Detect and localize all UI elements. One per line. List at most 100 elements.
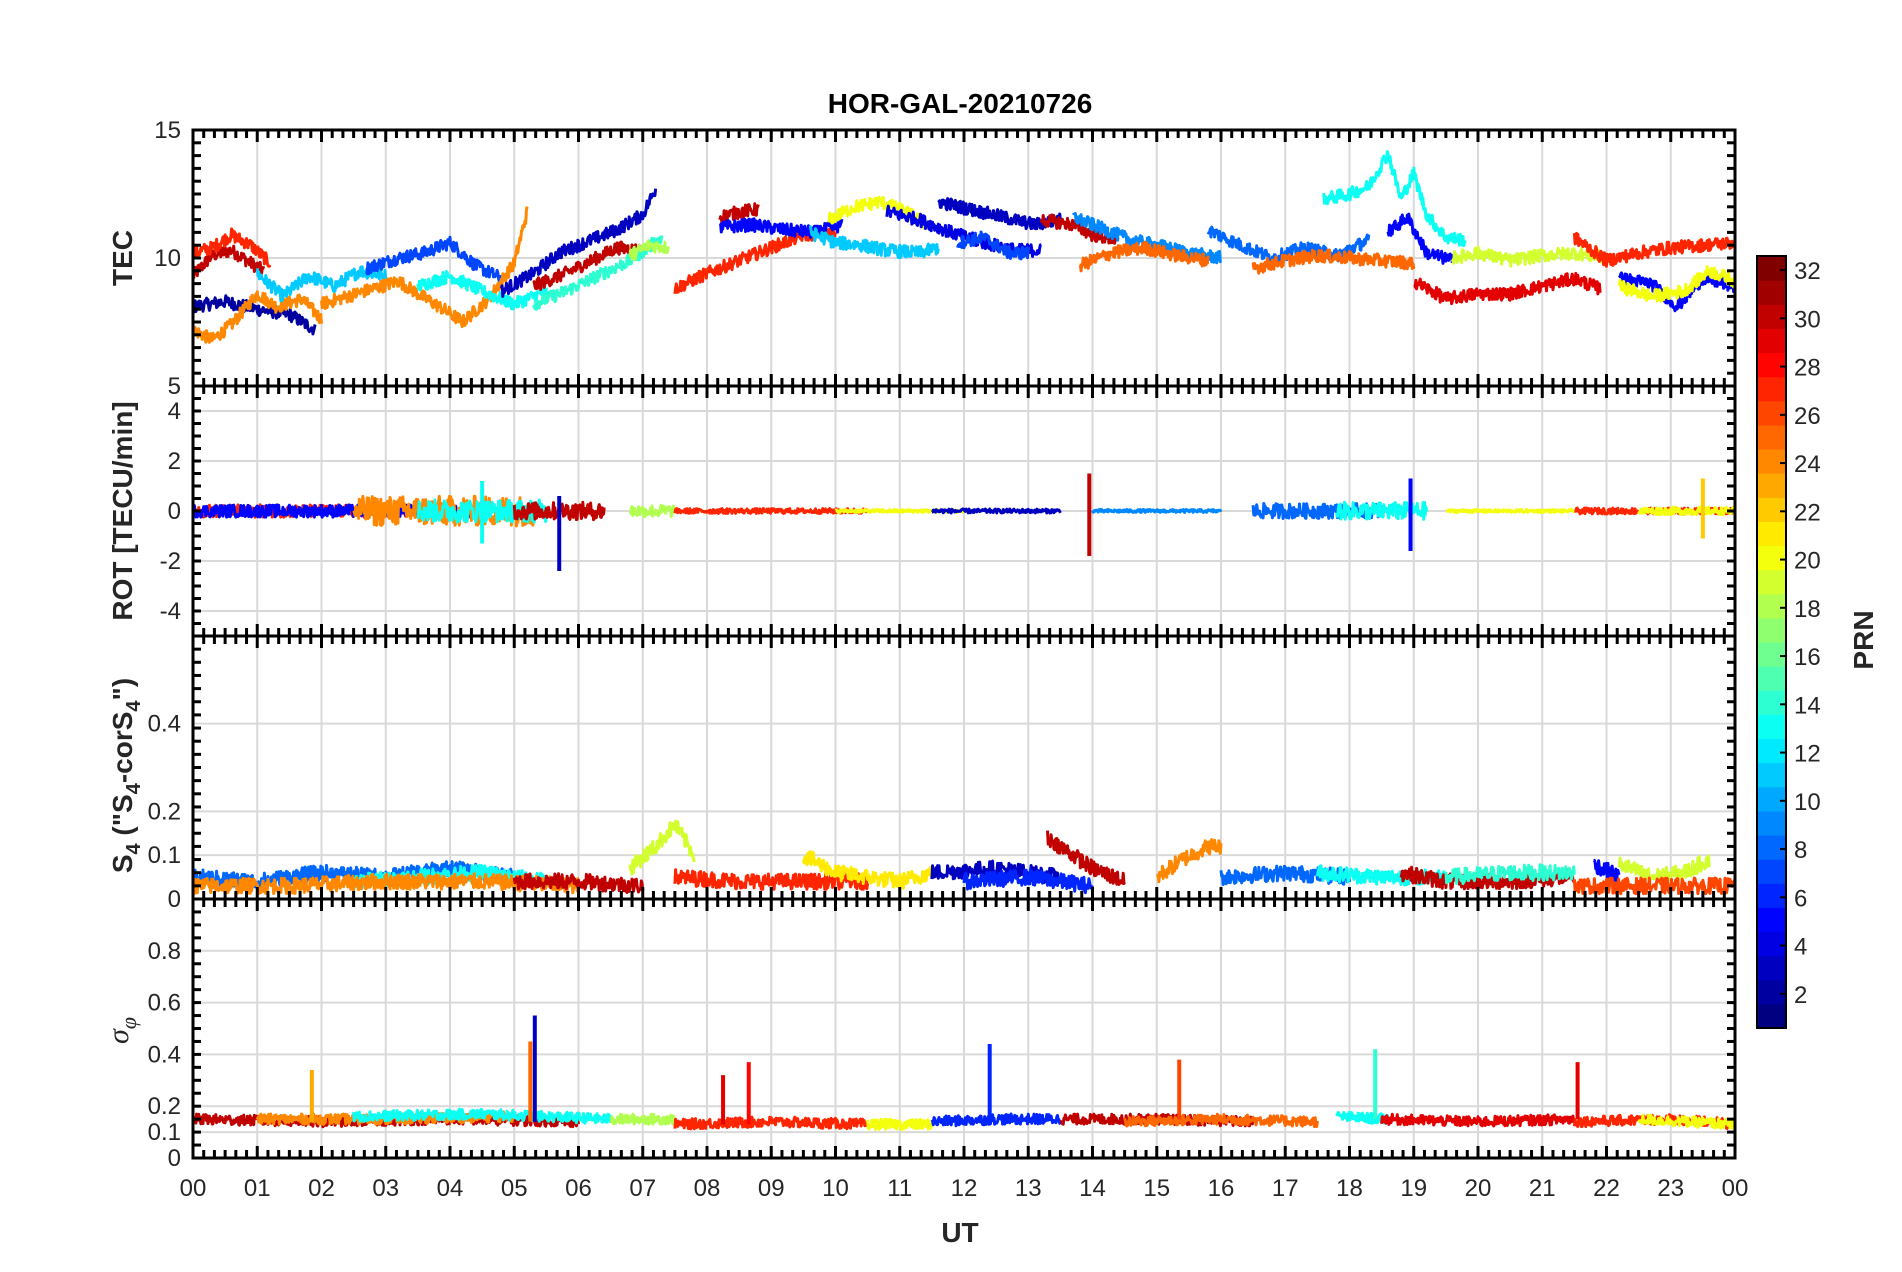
series-prn-24 [352,494,535,528]
colorbar-tick-label: 32 [1794,258,1821,285]
series-prn-13 [1335,1110,1390,1125]
series-group [193,473,1735,571]
y-axis-label: σφ [102,1017,141,1044]
colorbar-tick-label: 16 [1794,644,1821,671]
y-tick-label: -4 [160,598,181,625]
colorbar-tick-label: 2 [1794,982,1807,1009]
series-group [193,150,1735,344]
colorbar-segment [1757,738,1786,764]
series-prn-30 [512,872,645,894]
x-tick-label: 08 [694,1175,721,1202]
x-tick-label: 04 [437,1175,464,1202]
series-prn-18 [629,503,677,519]
series-prn-18 [609,1112,677,1126]
colorbar-label: PRN [1848,610,1879,669]
colorbar-segment [1757,473,1786,498]
series-prn-25 [1251,248,1416,275]
x-tick-label: 13 [1015,1175,1042,1202]
x-tick-label: 10 [822,1175,849,1202]
colorbar-segment [1757,545,1786,571]
colorbar-tick-label: 24 [1794,451,1821,478]
series-prn-30 [718,202,760,224]
x-tick-label: 03 [372,1175,399,1202]
colorbar-segment [1757,400,1786,426]
series-prn-20 [1637,505,1735,517]
y-tick-label: 2 [168,448,181,475]
colorbar-tick-label: 4 [1794,934,1807,961]
y-tick-label: 0 [168,886,181,913]
colorbar-segment [1757,835,1786,860]
colorbar-tick-label: 12 [1794,741,1821,768]
colorbar-segment [1757,497,1786,522]
x-tick-label: 09 [758,1175,785,1202]
series-prn-20 [1617,265,1735,303]
x-tick-label: 00 [180,1175,207,1202]
colorbar-segment [1757,304,1786,329]
series-prn-30 [193,244,266,280]
series-prn-3 [937,197,1062,231]
colorbar-tick-label: 26 [1794,403,1821,430]
series-prn-19 [628,819,696,876]
y-tick-label: 0.8 [148,938,181,965]
series-prn-27 [673,507,869,515]
series-prn-24 [1155,838,1223,884]
colorbar-segment [1757,883,1786,908]
series-prn-24 [193,290,323,344]
series-prn-6 [962,868,1094,895]
series-prn-8 [1206,225,1371,265]
x-tick-label: 02 [308,1175,335,1202]
y-axis-label: TEC [107,230,138,286]
y-tick-label: 10 [154,245,181,272]
series-prn-7 [365,235,503,285]
series-prn-25 [1123,1112,1319,1129]
y-tick-label: 0.2 [148,798,181,825]
y-tick-label: 5 [168,373,181,400]
y-axis-label: S4 ("S4-corS4") [107,678,145,873]
series-prn-20 [1445,508,1576,514]
colorbar-segment [1757,1003,1786,1029]
colorbar-segment [1757,786,1786,812]
y-tick-label: 0.1 [148,1119,181,1146]
series-prn-13 [416,270,548,311]
x-tick-label: 18 [1336,1175,1363,1202]
x-tick-label: 22 [1593,1175,1620,1202]
series-prn-14 [1444,863,1576,886]
y-tick-label: 0.4 [148,711,181,738]
series-prn-19 [1450,245,1608,268]
series-prn-6 [930,1112,1062,1128]
y-tick-label: 0.2 [148,1093,181,1120]
series-prn-18 [628,239,670,261]
series-prn-20 [1637,1113,1735,1130]
x-tick-labels: 00 01 02 03 04 05 06 07 08 09 10 11 12 13 14 15 16 17 18 19… [180,1175,1749,1202]
series-prn-7 [956,230,1030,261]
series-prn-29 [1413,271,1602,306]
colorbar-tick-label: 6 [1794,885,1807,912]
series-prn-20 [866,1117,934,1131]
y-tick-label: 0.6 [148,990,181,1017]
series-prn-21 [801,850,934,890]
series-prn-24 [320,206,529,329]
x-tick-label: 12 [951,1175,978,1202]
x-tick-label: 21 [1529,1175,1556,1202]
series-prn-30 [1046,830,1126,886]
colorbar-segment [1757,424,1786,450]
y-axis-label: ROT [TECU/min] [107,401,138,620]
colorbar-tick-label: 8 [1794,837,1807,864]
x-tick-label: 14 [1079,1175,1106,1202]
series-prn-3 [499,188,658,298]
series-prn-2 [193,294,317,336]
y-tick-label: 4 [168,398,181,425]
y-tick-label: -2 [160,548,181,575]
series-prn-9 [1091,508,1223,514]
x-ticks [191,897,1737,1160]
chart-title: HOR-GAL-20210726 [828,88,1093,119]
colorbar-segment [1757,280,1786,305]
panel-4: 00.10.2 0.4 0.6 0.8 σφ [102,897,1737,1172]
series-prn-30 [532,240,645,291]
series-prn-19 [1617,854,1711,885]
series-prn-11 [255,265,388,303]
colorbar-tick-label: 10 [1794,789,1821,816]
series-prn-11 [808,225,940,260]
